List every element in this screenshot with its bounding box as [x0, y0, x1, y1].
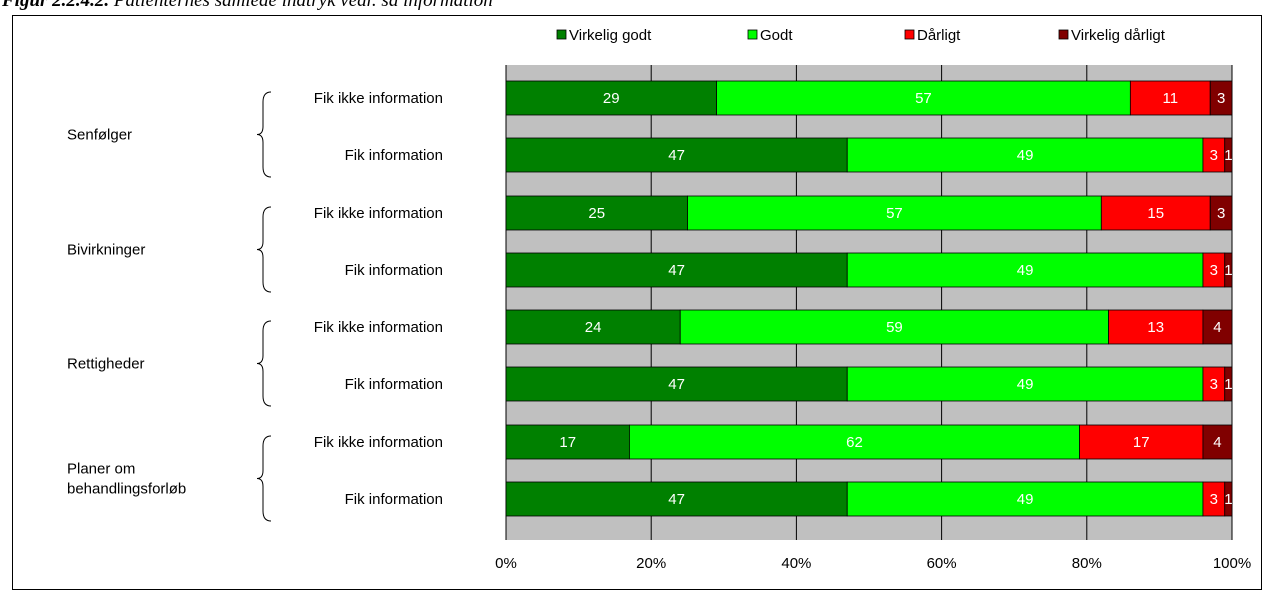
data-label: 17	[559, 434, 576, 451]
bar-segment	[1209, 195, 1233, 231]
group-brace	[256, 206, 272, 293]
x-tick-label: 60%	[927, 555, 957, 572]
data-label: 4	[1213, 319, 1221, 336]
bar-segment	[846, 366, 1204, 402]
data-label: 17	[1133, 434, 1150, 451]
data-label: 3	[1210, 376, 1218, 393]
data-label: 1	[1224, 376, 1232, 393]
bar-segment	[1202, 424, 1233, 460]
data-label: 3	[1210, 491, 1218, 508]
data-label: 4	[1213, 434, 1221, 451]
bar-category-label: Fik information	[345, 147, 443, 164]
legend-swatch	[556, 29, 567, 40]
bar-category-label: Fik ikke information	[314, 319, 443, 336]
group-brace	[256, 320, 272, 407]
bar-segment	[505, 137, 848, 173]
legend-label: Virkelig godt	[569, 27, 652, 44]
legend-swatch	[747, 29, 758, 40]
bar-segment	[505, 80, 717, 116]
x-tick-label: 0%	[495, 555, 517, 572]
bar-category-label: Fik information	[345, 491, 443, 508]
data-label: 57	[915, 90, 932, 107]
bar-category-label: Fik ikke information	[314, 205, 443, 222]
bar-segment	[505, 366, 848, 402]
data-label: 49	[1017, 376, 1034, 393]
data-label: 3	[1217, 205, 1225, 222]
legend-label: Virkelig dårligt	[1071, 27, 1166, 44]
data-label: 1	[1224, 491, 1232, 508]
data-label: 3	[1217, 90, 1225, 107]
group-brace	[256, 91, 272, 178]
data-label: 1	[1224, 147, 1232, 164]
legend-label: Godt	[760, 27, 793, 44]
bar-segment	[1224, 137, 1233, 173]
bar-segment	[687, 195, 1102, 231]
data-label: 24	[585, 319, 602, 336]
figure-caption-text: Patienternes samlede indtryk vedr. sa in…	[113, 0, 493, 11]
bar-segment	[846, 481, 1204, 517]
bar-segment	[1224, 252, 1233, 288]
group-brace	[256, 435, 272, 522]
bar-segment	[1209, 80, 1233, 116]
legend-swatch	[904, 29, 915, 40]
data-label: 49	[1017, 147, 1034, 164]
x-tick-label: 40%	[781, 555, 811, 572]
legend-label: Dårligt	[917, 27, 961, 44]
data-label: 47	[668, 147, 685, 164]
bar-segment	[846, 252, 1204, 288]
data-label: 47	[668, 262, 685, 279]
data-label: 25	[588, 205, 605, 222]
bar-segment	[1079, 424, 1204, 460]
group-label: Rettigheder	[67, 356, 145, 373]
data-label: 62	[846, 434, 863, 451]
data-label: 47	[668, 491, 685, 508]
data-label: 29	[603, 90, 620, 107]
bar-segment	[505, 252, 848, 288]
data-label: 49	[1017, 262, 1034, 279]
group-label: Bivirkninger	[67, 242, 145, 259]
data-label: 1	[1224, 262, 1232, 279]
data-label: 3	[1210, 262, 1218, 279]
data-label: 57	[886, 205, 903, 222]
group-label: behandlingsforløb	[67, 481, 186, 498]
data-label: 49	[1017, 491, 1034, 508]
bar-segment	[1202, 309, 1233, 345]
data-label: 15	[1147, 205, 1164, 222]
data-label: 47	[668, 376, 685, 393]
data-label: 59	[886, 319, 903, 336]
bar-segment	[505, 424, 630, 460]
bar-category-label: Fik information	[345, 376, 443, 393]
bar-category-label: Fik ikke information	[314, 90, 443, 107]
figure-caption: Figur 2.2.4.2. Patienternes samlede indt…	[2, 0, 493, 12]
chart-frame: Virkelig godt Godt Dårligt Virkelig dårligt…	[12, 15, 1262, 590]
group-label: Senfølger	[67, 127, 132, 144]
bar-segment	[1224, 366, 1233, 402]
stacked-bar-chart: Virkelig godt Godt Dårligt Virkelig dårligt…	[67, 27, 1251, 572]
plot-area	[506, 65, 1232, 540]
legend-swatch	[1058, 29, 1069, 40]
data-label: 11	[1163, 90, 1179, 107]
bar-category-label: Fik ikke information	[314, 434, 443, 451]
x-tick-label: 80%	[1072, 555, 1102, 572]
bar-category-label: Fik information	[345, 262, 443, 279]
data-label: 3	[1210, 147, 1218, 164]
figure-caption-label: Figur 2.2.4.2.	[2, 0, 110, 11]
data-label: 13	[1147, 319, 1164, 336]
x-tick-label: 100%	[1213, 555, 1251, 572]
bar-segment	[846, 137, 1204, 173]
bar-segment	[1224, 481, 1233, 517]
x-tick-label: 20%	[636, 555, 666, 572]
bar-segment	[505, 481, 848, 517]
group-label: Planer om	[67, 461, 135, 478]
